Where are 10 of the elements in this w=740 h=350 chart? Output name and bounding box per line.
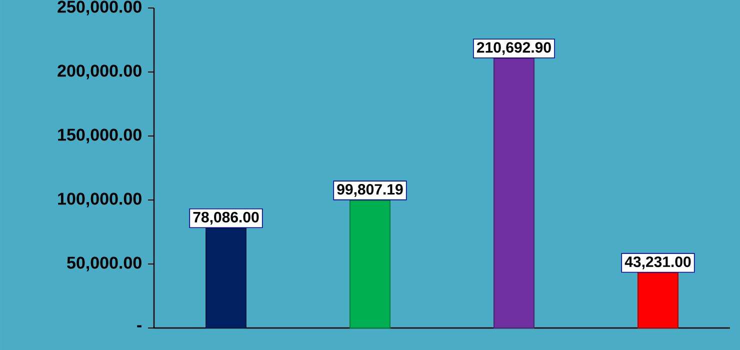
y-tick-label: 150,000.00: [58, 128, 142, 144]
y-tick-label: 250,000.00: [58, 0, 142, 16]
y-tick-label: -: [137, 325, 142, 328]
y-tick-label: 50,000.00: [67, 256, 142, 272]
y-tick-label: 100,000.00: [58, 192, 142, 208]
data-label: 210,692.90: [476, 42, 551, 55]
y-tick-label: 200,000.00: [58, 64, 142, 80]
data-label: 99,807.19: [337, 184, 403, 197]
data-label: 43,231.00: [624, 256, 691, 270]
data-label: 78,086.00: [193, 212, 259, 225]
